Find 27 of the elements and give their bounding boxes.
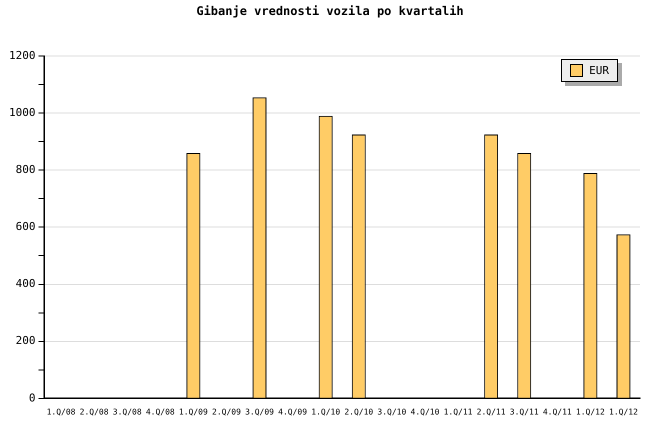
x-tick-label: 2.Q/09 xyxy=(212,407,242,416)
y-tick-label: 800 xyxy=(16,162,36,176)
y-tick-label: 200 xyxy=(16,334,36,348)
x-tick-label: 1.Q/12 xyxy=(609,407,638,416)
y-tick-label: 600 xyxy=(16,220,36,234)
x-tick-label: 4.Q/09 xyxy=(278,407,308,416)
y-tick-label: 1200 xyxy=(8,48,36,62)
y-tick-label: 400 xyxy=(16,277,36,290)
chart-title: Gibanje vrednosti vozila po kvartalih xyxy=(195,4,465,18)
y-tick-label: 0 xyxy=(28,391,36,404)
x-tick-label: 1.Q/11 xyxy=(444,407,473,416)
x-tick-label: 1.Q/12 xyxy=(576,407,606,416)
x-tick-label: 1.Q/10 xyxy=(311,407,340,416)
x-tick-label: 3.Q/10 xyxy=(377,407,406,416)
x-tick-label: 2.Q/11 xyxy=(476,407,506,416)
legend-label: EUR xyxy=(589,64,609,77)
x-tick-label: 4.Q/11 xyxy=(542,407,572,416)
x-tick-label: 3.Q/08 xyxy=(112,407,142,416)
x-tick-label: 3.Q/11 xyxy=(510,407,539,416)
x-tick-label: 4.Q/08 xyxy=(146,407,175,416)
x-tick-label: 1.Q/09 xyxy=(178,407,208,416)
x-tick-label: 2.Q/08 xyxy=(80,407,109,416)
x-tick-label: 4.Q/10 xyxy=(410,407,440,416)
x-tick-label: 3.Q/09 xyxy=(245,407,274,416)
x-tick-label: 2.Q/10 xyxy=(344,407,374,416)
x-tick-label: 1.Q/08 xyxy=(46,407,76,416)
y-tick-label: 1000 xyxy=(8,106,36,119)
